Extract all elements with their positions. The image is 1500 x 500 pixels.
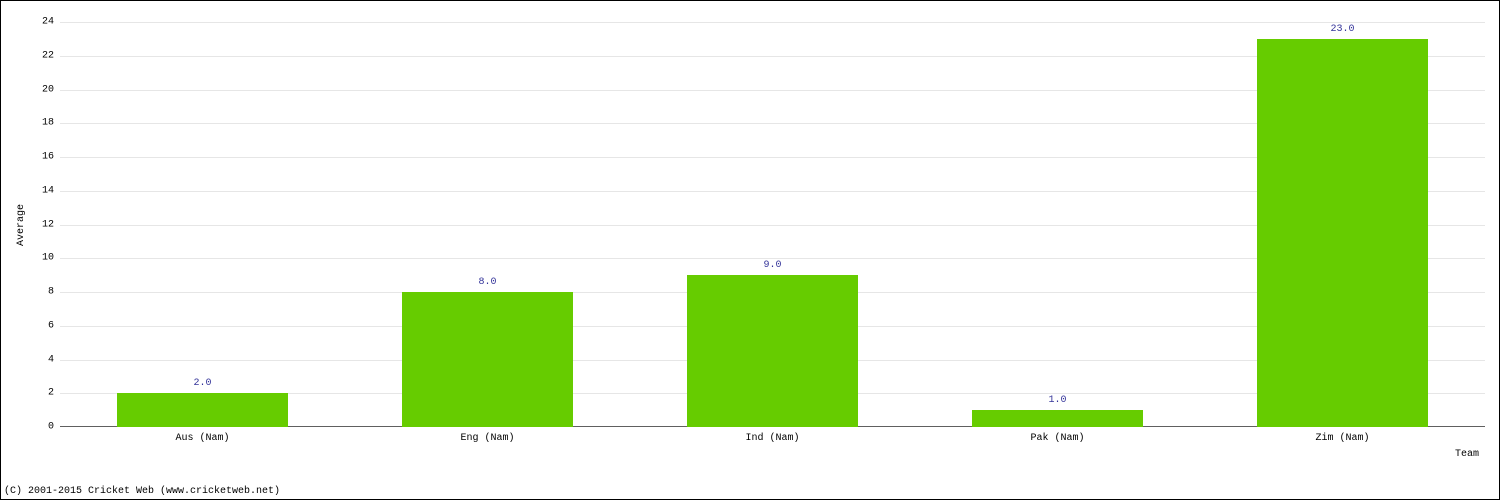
x-axis-title: Team xyxy=(1455,449,1479,460)
y-tick-label: 24 xyxy=(38,17,54,28)
bar-value-label: 8.0 xyxy=(478,277,496,288)
bar xyxy=(402,292,573,427)
y-tick-label: 10 xyxy=(38,253,54,264)
bar-value-label: 9.0 xyxy=(763,260,781,271)
x-tick-label: Zim (Nam) xyxy=(1315,433,1369,444)
y-tick-label: 8 xyxy=(38,287,54,298)
y-tick-label: 2 xyxy=(38,388,54,399)
y-tick-label: 14 xyxy=(38,185,54,196)
x-tick-label: Aus (Nam) xyxy=(175,433,229,444)
bar xyxy=(687,275,858,427)
y-tick-label: 20 xyxy=(38,84,54,95)
y-tick-label: 6 xyxy=(38,320,54,331)
bar xyxy=(1257,39,1428,427)
bar-value-label: 1.0 xyxy=(1048,395,1066,406)
gridline xyxy=(60,22,1485,23)
bar xyxy=(117,393,288,427)
bar-value-label: 23.0 xyxy=(1330,24,1354,35)
x-tick-label: Pak (Nam) xyxy=(1030,433,1084,444)
y-tick-label: 22 xyxy=(38,50,54,61)
plot-area: 2.0 8.0 9.0 1.0 23.0 xyxy=(60,22,1485,427)
x-tick-label: Eng (Nam) xyxy=(460,433,514,444)
y-tick-label: 0 xyxy=(38,422,54,433)
x-tick-label: Ind (Nam) xyxy=(745,433,799,444)
bar xyxy=(972,410,1143,427)
y-tick-label: 12 xyxy=(38,219,54,230)
y-tick-label: 4 xyxy=(38,354,54,365)
y-axis-title: Average xyxy=(16,203,27,245)
y-tick-label: 18 xyxy=(38,118,54,129)
bar-value-label: 2.0 xyxy=(193,378,211,389)
y-tick-label: 16 xyxy=(38,152,54,163)
copyright-text: (C) 2001-2015 Cricket Web (www.cricketwe… xyxy=(4,486,280,497)
